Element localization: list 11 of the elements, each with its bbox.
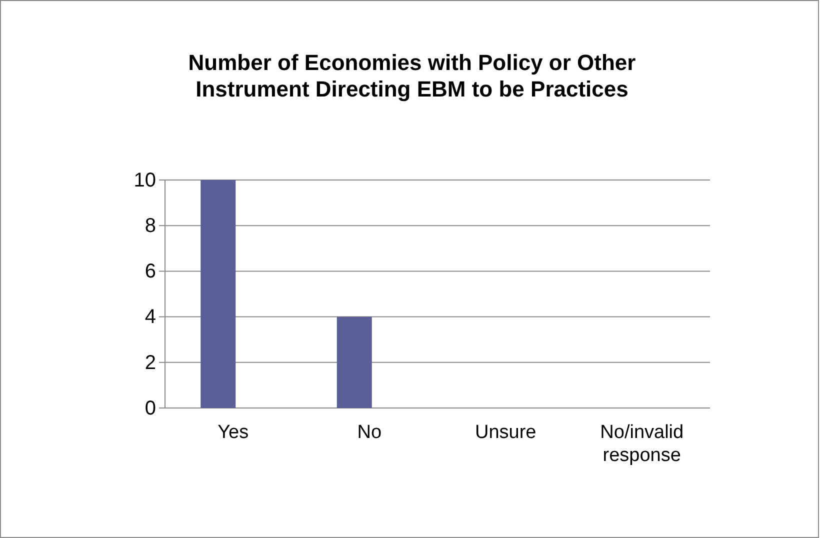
x-tick-label: No	[357, 422, 382, 443]
y-tick-label: 0	[144, 397, 156, 420]
y-tick-label: 6	[144, 260, 156, 283]
y-tick-label: 8	[144, 215, 156, 237]
y-tick-label: 10	[134, 169, 156, 192]
y-tick-label: 2	[144, 352, 156, 374]
x-tick-label: No/invalid response	[600, 422, 684, 466]
x-tick-label: Unsure	[475, 422, 536, 443]
x-tick-label: Yes	[218, 422, 249, 443]
chart-title: Number of Economies with Policy or Other Instrument Directing EBM to be Practices	[188, 50, 636, 102]
y-tick-label: 4	[144, 306, 156, 328]
